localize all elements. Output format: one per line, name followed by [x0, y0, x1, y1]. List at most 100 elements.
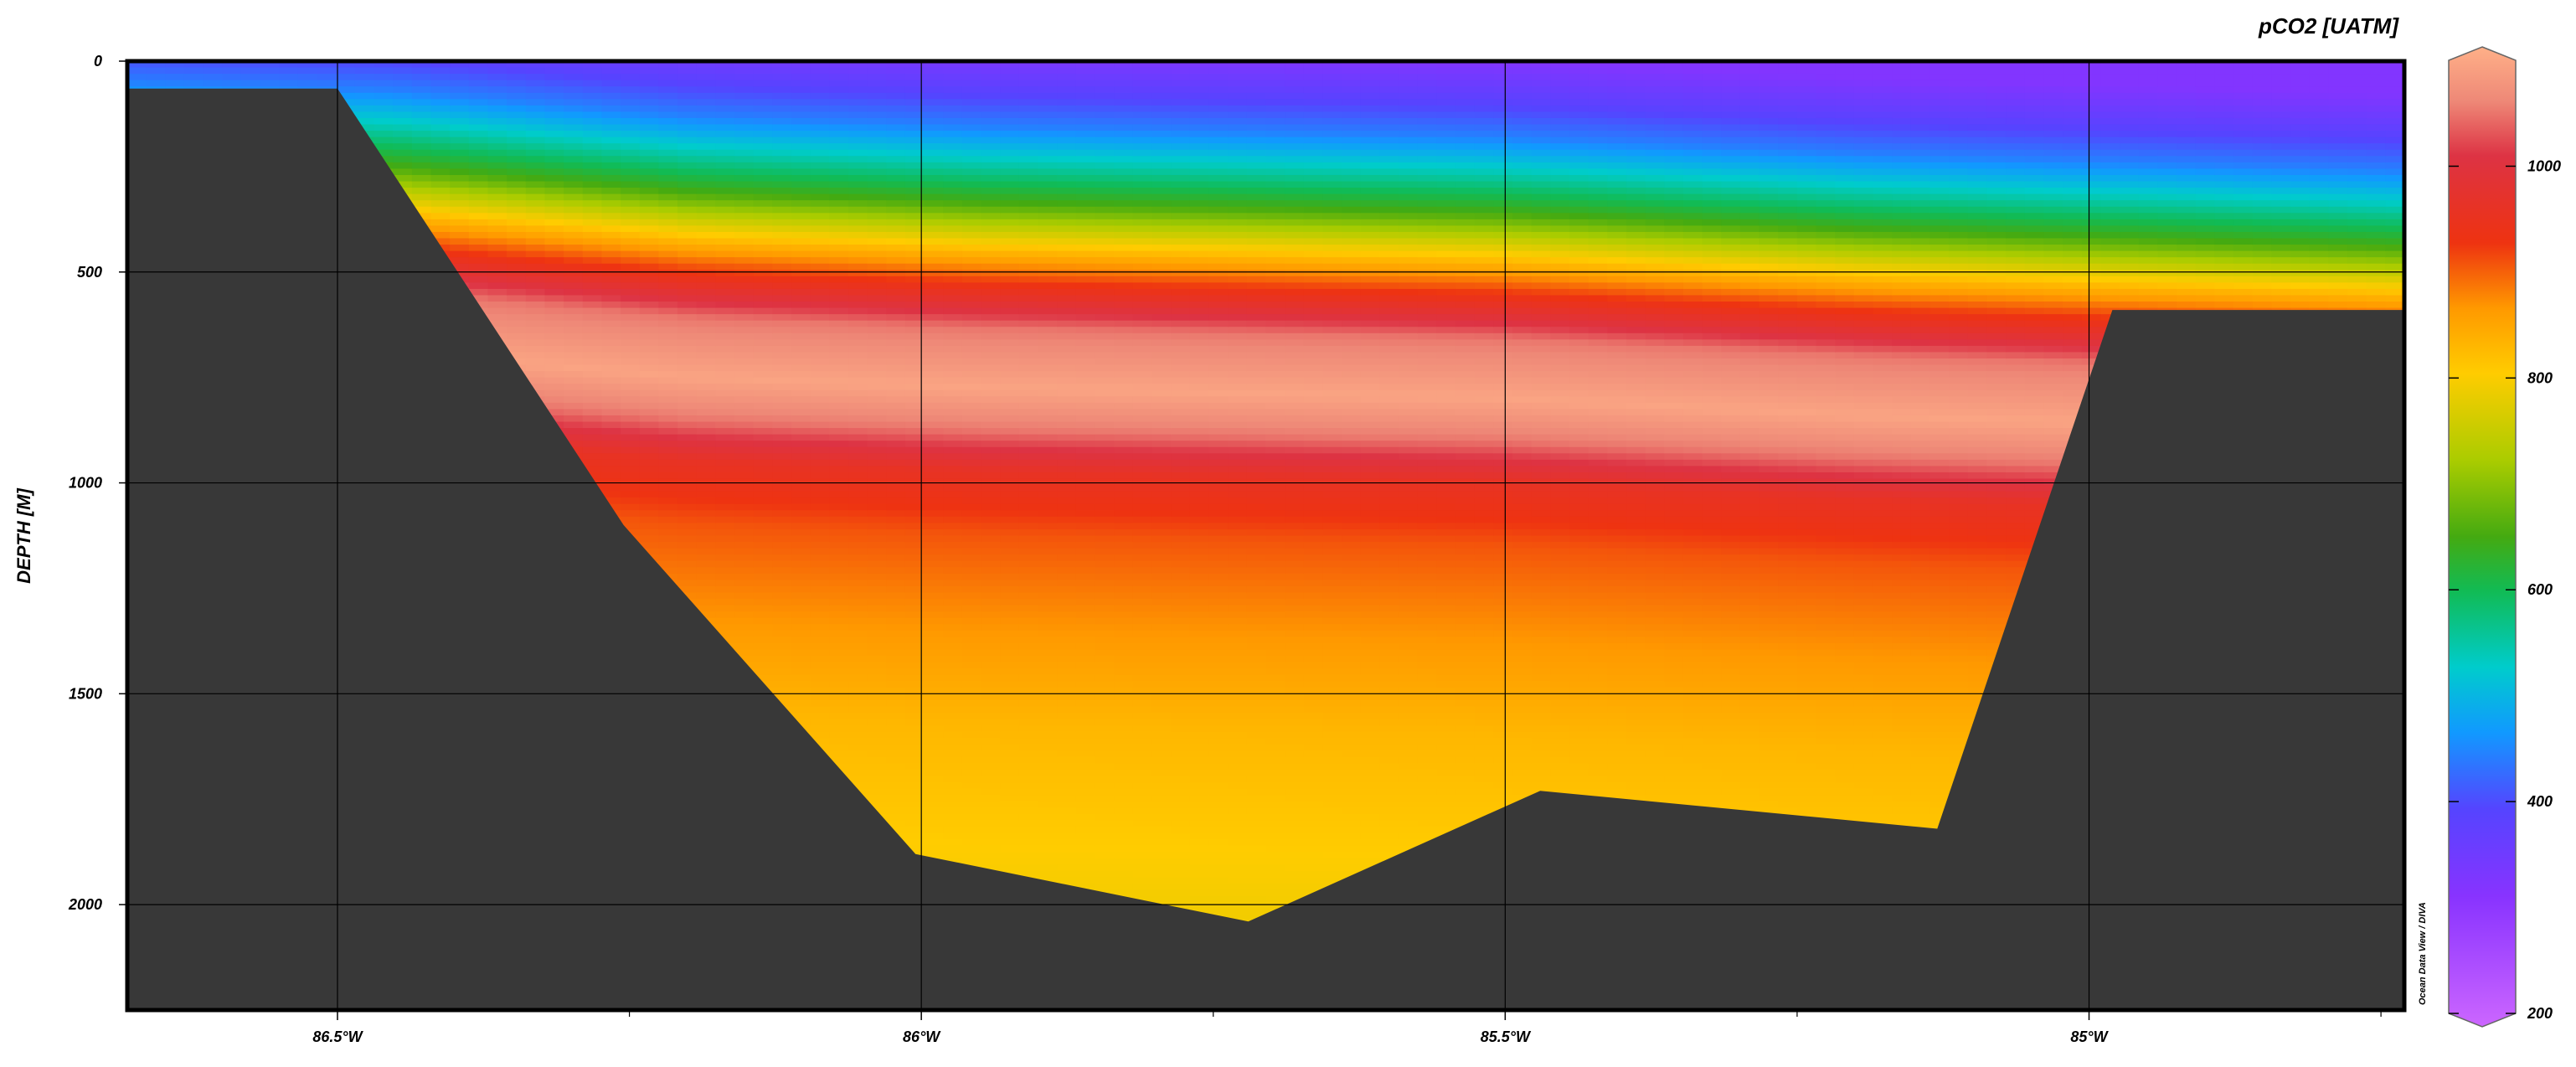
heatmap-cell: [715, 327, 735, 334]
heatmap-cell: [507, 131, 527, 138]
heatmap-cell: [601, 307, 621, 315]
heatmap-cell: [601, 206, 621, 214]
heatmap-cell: [639, 345, 660, 353]
heatmap-cell: [468, 143, 489, 151]
heatmap-cell: [601, 105, 621, 113]
heatmap-cell: [564, 156, 584, 163]
heatmap-cell: [734, 415, 755, 423]
heatmap-cell: [393, 105, 413, 113]
heatmap-cell: [487, 137, 507, 144]
heatmap-cell: [487, 250, 507, 258]
heatmap-cell: [525, 193, 546, 201]
heatmap-cell: [601, 162, 621, 169]
heatmap-cell: [753, 219, 773, 226]
heatmap-cell: [677, 99, 698, 106]
heatmap-cell: [621, 364, 641, 372]
heatmap-cell: [525, 137, 546, 144]
heatmap-cell: [601, 67, 621, 75]
heatmap-cell: [450, 111, 470, 119]
heatmap-cell: [696, 453, 717, 461]
heatmap-cell: [582, 288, 603, 296]
heatmap-cell: [279, 67, 299, 75]
heatmap-cell: [601, 295, 621, 302]
heatmap-cell: [450, 117, 470, 126]
heatmap-cell: [715, 630, 735, 637]
heatmap-cell: [525, 92, 546, 100]
heatmap-cell: [601, 250, 621, 258]
heatmap-cell: [525, 384, 546, 391]
heatmap-cell: [639, 92, 660, 100]
heatmap-cell: [544, 314, 564, 322]
heatmap-cell: [564, 188, 584, 195]
heatmap-cell: [507, 99, 527, 106]
heatmap-cell: [564, 105, 584, 113]
heatmap-cell: [564, 428, 584, 436]
heatmap-cell: [639, 111, 660, 119]
heatmap-cell: [658, 67, 678, 75]
heatmap-cell: [430, 225, 451, 233]
heatmap-cell: [658, 80, 678, 87]
heatmap-cell: [564, 67, 584, 75]
heatmap-cell: [734, 617, 755, 625]
heatmap-cell: [734, 402, 755, 410]
heatmap-cell: [601, 61, 621, 69]
heatmap-cell: [564, 377, 584, 384]
heatmap-cell: [715, 245, 735, 252]
heatmap-cell: [677, 567, 698, 575]
heatmap-cell: [696, 213, 717, 220]
heatmap-cell: [525, 358, 546, 366]
heatmap-cell: [677, 528, 698, 537]
heatmap-cell: [487, 149, 507, 157]
heatmap-cell: [621, 377, 641, 384]
heatmap-cell: [677, 92, 698, 100]
heatmap-cell: [487, 74, 507, 81]
heatmap-cell: [582, 371, 603, 379]
heatmap-cell: [525, 263, 546, 271]
heatmap-cell: [487, 143, 507, 151]
heatmap-cell: [430, 188, 451, 195]
heatmap-cell: [374, 137, 394, 144]
heatmap-cell: [564, 149, 584, 157]
heatmap-cell: [753, 111, 773, 119]
heatmap-cell: [507, 193, 527, 201]
heatmap-cell: [507, 67, 527, 75]
heatmap-cell: [658, 86, 678, 94]
heatmap-cell: [507, 162, 527, 169]
heatmap-cell: [658, 535, 678, 543]
heatmap-cell: [507, 206, 527, 214]
heatmap-cell: [564, 174, 584, 183]
heatmap-cell: [354, 67, 375, 75]
heatmap-cell: [525, 302, 546, 309]
heatmap-cell: [621, 188, 641, 195]
heatmap-cell: [601, 213, 621, 220]
heatmap-cell: [677, 206, 698, 214]
heatmap-cell: [715, 200, 735, 208]
heatmap-cell: [696, 282, 717, 290]
heatmap-cell: [411, 124, 432, 131]
heatmap-cell: [715, 605, 735, 612]
heatmap-cell: [677, 327, 698, 334]
heatmap-cell: [658, 162, 678, 169]
heatmap-cell: [601, 168, 621, 176]
heatmap-cell: [658, 478, 678, 486]
heatmap-cell: [734, 459, 755, 467]
heatmap-cell: [715, 528, 735, 537]
heatmap-cell: [658, 421, 678, 429]
heatmap-cell: [621, 238, 641, 245]
heatmap-cell: [639, 491, 660, 498]
heatmap-cell: [507, 156, 527, 163]
heatmap-cell: [468, 74, 489, 81]
heatmap-cell: [677, 143, 698, 151]
heatmap-cell: [715, 181, 735, 188]
heatmap-cell: [639, 200, 660, 208]
heatmap-cell: [658, 137, 678, 144]
heatmap-cell: [734, 174, 755, 183]
heatmap-cell: [715, 428, 735, 436]
heatmap-cell: [582, 143, 603, 151]
heatmap-cell: [639, 314, 660, 322]
heatmap-cell: [450, 245, 470, 252]
heatmap-cell: [696, 472, 717, 480]
heatmap-cell: [450, 174, 470, 183]
heatmap-cell: [525, 238, 546, 245]
heatmap-cell: [507, 213, 527, 220]
